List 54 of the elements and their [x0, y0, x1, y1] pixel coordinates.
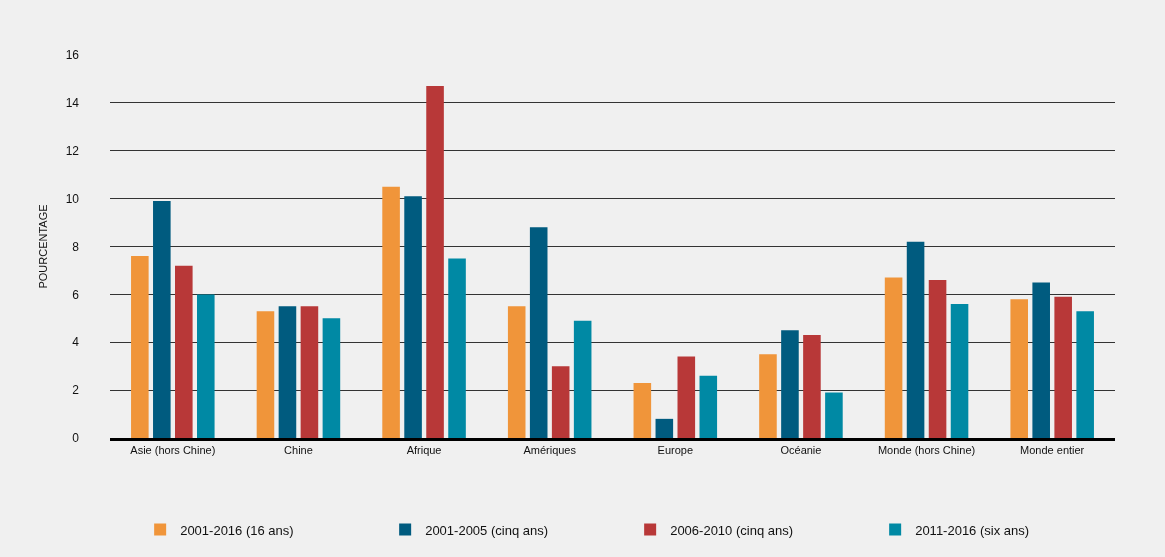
x-tick-label: Amériques [523, 444, 577, 457]
bar [1010, 299, 1028, 438]
y-tick-label: 2 [72, 383, 80, 398]
bar [322, 318, 341, 438]
bar [175, 265, 193, 438]
bar [825, 392, 843, 438]
bar [197, 294, 215, 438]
bar [382, 186, 400, 438]
bar [950, 303, 969, 438]
y-tick-label: 0 [72, 431, 80, 446]
bar [153, 201, 171, 438]
bar [448, 258, 466, 438]
x-tick-label: Océanie [780, 444, 822, 457]
x-tick-label: Afrique [406, 444, 442, 457]
bar [655, 418, 674, 438]
x-tick-label: Monde (hors Chine) [877, 444, 976, 457]
y-axis-title: POURCENTAGE [37, 204, 50, 289]
bar [633, 382, 652, 438]
bar [781, 330, 799, 438]
y-tick-label: 4 [72, 335, 80, 350]
legend-label: 2001-2016 (16 ans) [180, 522, 294, 538]
y-tick-label: 16 [65, 48, 80, 63]
bar [300, 306, 319, 438]
x-tick-label: Europe [657, 444, 694, 457]
bar [803, 335, 821, 438]
x-tick-label: Monde entier [1020, 444, 1085, 457]
bar [1054, 296, 1072, 438]
y-tick-label: 14 [65, 96, 80, 111]
bar [507, 306, 526, 438]
bar [573, 320, 592, 438]
bar [426, 86, 444, 438]
bar [677, 356, 696, 438]
bar [928, 280, 947, 438]
legend-label: 2001-2005 (cinq ans) [425, 522, 549, 538]
x-tick-label: Chine [284, 444, 313, 457]
legend-label: 2011-2016 (six ans) [915, 522, 1030, 538]
y-tick-label: 6 [72, 287, 80, 302]
legend-label: 2006-2010 (cinq ans) [670, 522, 794, 538]
bar [699, 375, 718, 438]
bar [906, 241, 925, 438]
bar [529, 227, 548, 438]
bar [1032, 282, 1050, 438]
y-tick-label: 10 [65, 191, 80, 206]
bar [131, 256, 149, 438]
bar [256, 311, 275, 438]
y-tick-label: 12 [65, 143, 80, 158]
bar [759, 354, 777, 438]
bar [551, 366, 570, 438]
bar [884, 277, 903, 438]
bar [1076, 311, 1094, 438]
x-tick-label: Asie (hors Chine) [130, 444, 216, 457]
bar [404, 196, 422, 438]
bar [278, 306, 297, 438]
y-tick-label: 8 [72, 239, 80, 254]
